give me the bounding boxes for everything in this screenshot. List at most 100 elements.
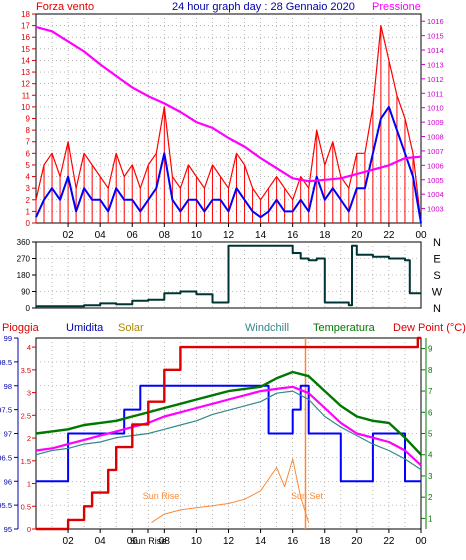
- rain-tick-label: 3: [27, 389, 31, 398]
- wind-tick-label: 4: [26, 173, 31, 182]
- wind-x-ticks: 02 04 06 08 10 12 14 16 18 20 22 00: [63, 223, 427, 241]
- wind-tick-label: 16: [21, 33, 30, 42]
- x-tick-label: 18: [319, 230, 331, 241]
- average-wind-line: [35, 105, 422, 224]
- compass-label: E: [433, 254, 440, 266]
- wind-series: [35, 25, 422, 224]
- humidity-tick-label: 96.5: [0, 453, 12, 462]
- windchill-line: [35, 390, 422, 471]
- x-tick-label: 06: [127, 536, 139, 547]
- sunset-annotation: Sun Set: [291, 491, 324, 501]
- compass-label: N: [433, 303, 441, 315]
- direction-tick-label: 180: [17, 271, 31, 280]
- x-tick-label: 20: [351, 230, 363, 241]
- pressure-tick-label: 1012: [427, 75, 444, 84]
- humidity-tick-label: 99: [4, 334, 12, 343]
- x-tick-label: 08: [159, 536, 171, 547]
- rain-tick-label: 2: [27, 434, 31, 443]
- wind-tick-label: 14: [21, 56, 30, 65]
- wind-tick-label: 11: [22, 91, 31, 100]
- wind-tick-label: 6: [26, 149, 31, 158]
- wind-tick-label: 13: [21, 68, 30, 77]
- graph-title: 24 hour graph day : 28 Gennaio 2020: [172, 1, 355, 13]
- dewpoint-tick-label: 9: [428, 345, 433, 354]
- humidity-label: Umidita: [66, 322, 104, 334]
- pressure-ticks: 1003 1004 1005 1006 1007 1008 1009 1010 1011 1012…: [421, 17, 444, 214]
- humidity-tick-label: 98: [4, 382, 12, 391]
- humidity-ticks: 95 95.5 96 96.5 97 97.5 98 98.5 99: [0, 334, 19, 534]
- rain-ticks: 0 0.5 1 1.5 2 2.5 3 3.5 4: [21, 343, 36, 534]
- wind-tick-label: 0: [26, 219, 31, 228]
- pressure-tick-label: 1013: [427, 60, 444, 69]
- solar-label: Solar: [118, 322, 144, 334]
- wind-tick-label: 18: [21, 10, 30, 19]
- rain-tick-label: 1: [27, 480, 31, 489]
- rain-label: Pioggia: [2, 322, 40, 334]
- weather-x-ticks: 02 04 06 08 10 12 14 16 18 20 22 00: [63, 529, 427, 547]
- temperature-line: [35, 370, 422, 456]
- pressure-tick-label: 1003: [427, 205, 444, 214]
- pressure-tick-label: 1005: [427, 176, 444, 185]
- pressure-tick-label: 1010: [427, 104, 444, 113]
- x-tick-label: 02: [63, 536, 75, 547]
- dewpoint-tick-label: 5: [428, 430, 433, 439]
- x-tick-label: 22: [383, 536, 395, 547]
- pressure-tick-label: 1015: [427, 32, 444, 41]
- dewpoint-ticks: 1 2 3 4 5 6 7 8 9: [421, 338, 433, 529]
- dewpoint-tick-label: 7: [428, 387, 433, 396]
- compass-label: N: [433, 237, 441, 249]
- rain-tick-label: 2.5: [21, 411, 31, 420]
- x-tick-label: 08: [159, 230, 171, 241]
- dewpoint-line: [35, 385, 422, 467]
- wind-tick-label: 5: [26, 161, 31, 170]
- pressure-tick-label: 1004: [427, 190, 444, 199]
- wind-tick-label: 3: [26, 184, 31, 193]
- dewpoint-tick-label: 2: [428, 493, 433, 502]
- pressure-tick-label: 1007: [427, 147, 444, 156]
- dewpoint-label: Dew Point (°C): [393, 322, 466, 334]
- pressure-axis-label: Pressione: [372, 1, 421, 13]
- direction-tick-label: 90: [21, 288, 30, 297]
- temperature-label: Temperatura: [313, 322, 376, 334]
- x-tick-label: 04: [95, 536, 107, 547]
- rain-line: [36, 336, 421, 531]
- dewpoint-tick-label: 6: [428, 408, 433, 417]
- direction-tick-label: 360: [17, 238, 31, 247]
- dewpoint-tick-label: 1: [428, 514, 433, 523]
- wind-axis-label: Forza vento: [36, 1, 94, 13]
- dewpoint-tick-label: 3: [428, 472, 433, 481]
- weather-series: [35, 336, 422, 531]
- x-tick-label: 22: [383, 230, 395, 241]
- wind-tick-label: 9: [26, 115, 31, 124]
- pressure-tick-label: 1011: [427, 89, 443, 98]
- dewpoint-tick-label: 4: [428, 451, 433, 460]
- humidity-tick-label: 98.5: [0, 358, 12, 367]
- sunrise-axis-label: Sun Rise: [130, 536, 167, 546]
- x-tick-label: 10: [191, 536, 203, 547]
- direction-line: [36, 244, 421, 308]
- x-tick-label: 12: [223, 230, 235, 241]
- direction-tick-label: 270: [17, 255, 31, 264]
- humidity-tick-label: 96: [4, 477, 12, 486]
- x-tick-label: 04: [95, 230, 107, 241]
- rain-tick-label: 0: [27, 525, 31, 534]
- x-tick-label: 14: [255, 536, 267, 547]
- humidity-tick-label: 95: [4, 525, 12, 534]
- x-tick-label: 20: [351, 536, 363, 547]
- x-tick-label: 00: [415, 536, 427, 547]
- x-tick-label: 02: [63, 230, 75, 241]
- rain-tick-label: 3.5: [21, 366, 31, 375]
- direction-series: [36, 244, 421, 308]
- wind-tick-label: 10: [21, 103, 30, 112]
- wind-tick-label: 12: [21, 80, 30, 89]
- rain-tick-label: 1.5: [21, 457, 31, 466]
- wind-tick-label: 7: [26, 138, 31, 147]
- x-tick-label: 18: [319, 536, 331, 547]
- sunrise-annotation: Sun Rise: [143, 491, 180, 501]
- solar-line: [151, 458, 310, 524]
- wind-tick-label: 15: [21, 45, 30, 54]
